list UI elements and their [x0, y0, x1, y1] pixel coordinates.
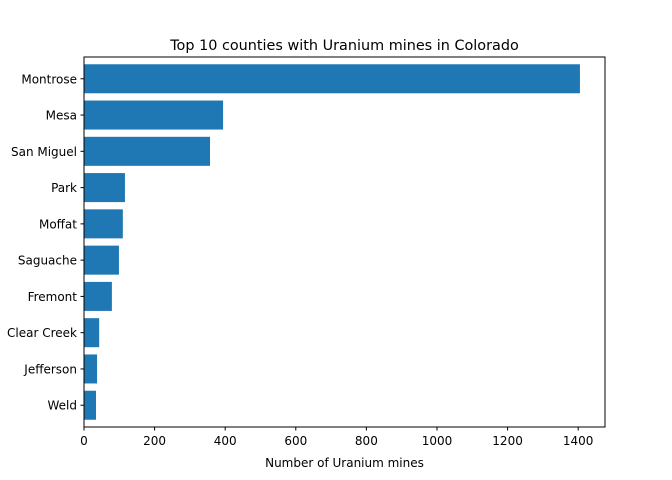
axes-frame: [83, 56, 606, 428]
bar-san-miguel: [84, 136, 211, 166]
y-tick-label: Montrose: [21, 72, 77, 86]
bar-park: [84, 173, 125, 203]
x-tick-label: 1200: [492, 434, 523, 448]
bar-moffat: [84, 209, 123, 239]
x-tick-label: 200: [143, 434, 166, 448]
y-tick-label: Park: [51, 181, 77, 195]
y-tick-label: Fremont: [28, 290, 78, 304]
y-tick-label: Jefferson: [23, 362, 77, 376]
bar-jefferson: [84, 354, 98, 384]
bar-weld: [84, 390, 97, 420]
bar-clear-creek: [84, 318, 100, 348]
bar-saguache: [84, 245, 119, 275]
x-tick-label: 1400: [563, 434, 594, 448]
y-tick-label: Moffat: [39, 217, 77, 231]
x-tick-label: 0: [80, 434, 88, 448]
y-tick-label: Mesa: [46, 109, 77, 123]
y-tick-label: San Miguel: [11, 145, 77, 159]
x-tick-label: 800: [355, 434, 378, 448]
bar-fremont: [84, 281, 112, 311]
x-tick-label: 400: [214, 434, 237, 448]
x-axis-label: Number of Uranium mines: [265, 456, 424, 470]
bar-montrose: [84, 64, 580, 94]
bar-mesa: [84, 100, 224, 130]
x-tick-label: 1000: [422, 434, 453, 448]
y-tick-label: Saguache: [18, 254, 77, 268]
y-tick-label: Weld: [48, 399, 78, 413]
y-tick-label: Clear Creek: [7, 326, 77, 340]
chart-title: Top 10 counties with Uranium mines in Co…: [169, 38, 519, 54]
x-tick-label: 600: [284, 434, 307, 448]
